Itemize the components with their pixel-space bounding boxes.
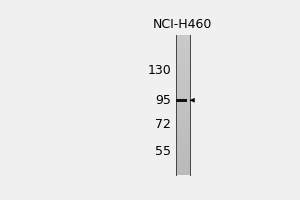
Bar (176, 170, 190, 173)
Bar (176, 89, 190, 91)
Bar (176, 105, 190, 107)
Bar (176, 163, 190, 166)
Text: 55: 55 (155, 145, 171, 158)
Bar (176, 121, 190, 124)
Bar (176, 152, 190, 154)
Bar (176, 49, 190, 51)
Bar (176, 114, 190, 117)
Bar (176, 77, 190, 79)
Bar (176, 131, 190, 133)
Bar (176, 91, 190, 93)
Bar (176, 37, 190, 39)
Bar (176, 51, 190, 53)
Bar (176, 110, 190, 112)
Bar (176, 70, 190, 72)
Bar (176, 58, 190, 60)
Bar (176, 103, 190, 105)
Bar (176, 60, 190, 63)
Bar (176, 142, 190, 145)
Bar (176, 119, 190, 121)
Bar (176, 74, 190, 77)
Bar (176, 84, 190, 86)
Bar (176, 128, 190, 131)
Bar (176, 140, 190, 142)
Text: 130: 130 (147, 64, 171, 77)
Bar (176, 168, 190, 170)
Bar (176, 44, 190, 46)
Text: NCI-H460: NCI-H460 (153, 18, 212, 31)
Bar (176, 133, 190, 135)
Bar (176, 67, 190, 70)
Bar (176, 56, 190, 58)
Bar (176, 173, 190, 175)
Bar (176, 159, 190, 161)
Bar (176, 149, 190, 152)
Bar (176, 46, 190, 49)
Bar (176, 39, 190, 42)
Bar (176, 99, 188, 102)
Bar (176, 166, 190, 168)
Bar (176, 86, 190, 89)
Bar (176, 117, 190, 119)
Bar (176, 126, 190, 128)
Bar (176, 35, 190, 37)
Bar (176, 161, 190, 163)
Bar (176, 147, 190, 149)
Bar (176, 145, 190, 147)
Polygon shape (189, 98, 195, 103)
Text: 95: 95 (155, 94, 171, 107)
Bar (176, 135, 190, 138)
Bar (176, 93, 190, 96)
Bar (176, 96, 190, 98)
Bar (176, 53, 190, 56)
Bar (176, 42, 190, 44)
Bar (176, 100, 190, 103)
Bar (176, 156, 190, 159)
Bar (176, 112, 190, 114)
Bar (176, 79, 190, 81)
Bar (176, 124, 190, 126)
Bar (176, 98, 190, 100)
Bar (176, 154, 190, 156)
Bar (176, 81, 190, 84)
Bar (176, 138, 190, 140)
Bar (176, 107, 190, 110)
Bar (176, 72, 190, 74)
Bar (176, 63, 190, 65)
Text: 72: 72 (155, 118, 171, 131)
Bar (176, 65, 190, 67)
